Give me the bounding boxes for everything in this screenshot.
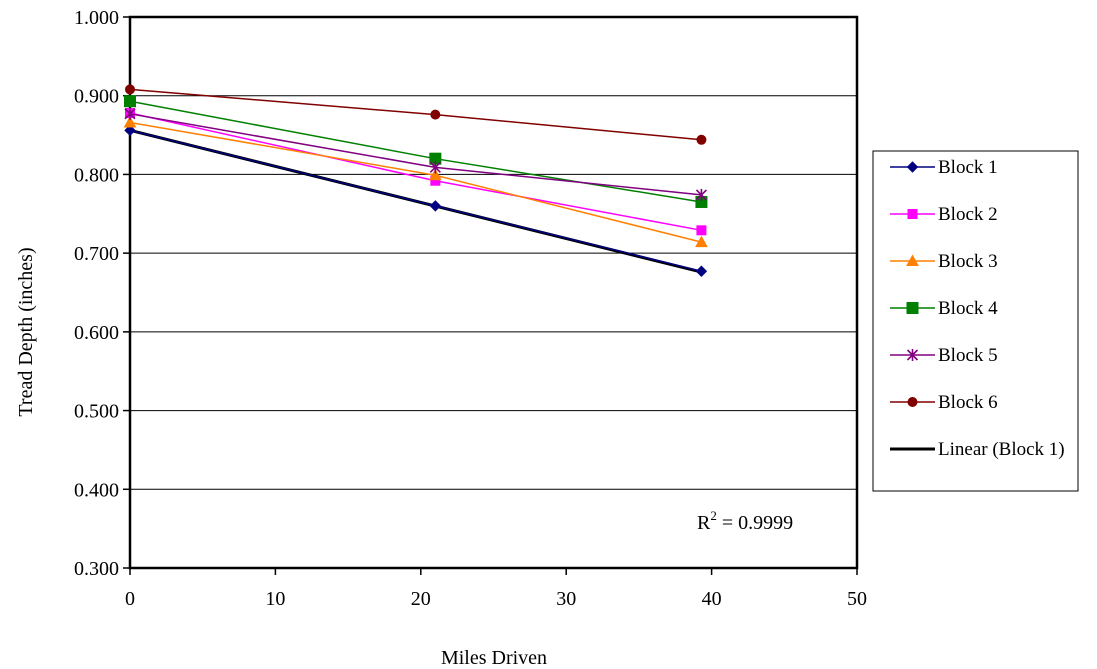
legend-item: Block 6 bbox=[890, 392, 998, 413]
y-tick-label: 1.000 bbox=[74, 7, 119, 29]
x-tick-label: 50 bbox=[847, 588, 867, 610]
y-tick-labels: 0.300 0.400 0.500 0.600 0.700 0.800 0.900 1.000 bbox=[74, 7, 119, 580]
legend-item: Block 2 bbox=[890, 204, 998, 225]
legend-item: Block 1 bbox=[890, 157, 998, 178]
data-point bbox=[124, 124, 136, 137]
y-tick-label: 0.300 bbox=[74, 558, 119, 580]
legend-label: Block 3 bbox=[938, 251, 998, 272]
r-squared-base: R bbox=[697, 512, 711, 534]
axis-ticks bbox=[123, 16, 858, 575]
legend-item: Block 5 bbox=[890, 345, 998, 366]
x-tick-label: 40 bbox=[702, 588, 722, 610]
data-point bbox=[907, 397, 918, 407]
legend-label: Block 4 bbox=[938, 298, 998, 319]
series-6 bbox=[125, 84, 707, 145]
data-point bbox=[906, 254, 919, 266]
r-squared-superscript: 2 bbox=[710, 508, 717, 523]
series-5 bbox=[124, 107, 707, 201]
legend-item: Linear (Block 1) bbox=[890, 439, 1065, 460]
data-point bbox=[429, 161, 441, 174]
x-tick-label: 10 bbox=[265, 588, 285, 610]
legend-label: Block 6 bbox=[938, 392, 998, 413]
r-squared-annotation: R2 = 0.9999 bbox=[697, 508, 793, 534]
y-axis-title: Tread Depth (inches) bbox=[15, 247, 37, 416]
series-group bbox=[123, 84, 708, 277]
y-tick-label: 0.900 bbox=[74, 86, 119, 108]
gridlines bbox=[130, 16, 857, 569]
data-point bbox=[124, 107, 136, 120]
data-point bbox=[696, 134, 707, 145]
data-point bbox=[695, 235, 708, 248]
data-point bbox=[123, 115, 137, 128]
series-line bbox=[129, 121, 702, 243]
data-point bbox=[429, 200, 442, 212]
data-point bbox=[695, 265, 708, 277]
legend-item: Block 3 bbox=[890, 251, 998, 272]
x-tick-label: 0 bbox=[125, 588, 135, 610]
x-tick-label: 30 bbox=[556, 588, 576, 610]
y-tick-label: 0.800 bbox=[74, 164, 119, 186]
series-1 bbox=[124, 124, 708, 277]
y-tick-label: 0.700 bbox=[74, 243, 119, 265]
legend-label: Block 5 bbox=[938, 345, 998, 366]
legend-label: Linear (Block 1) bbox=[938, 439, 1065, 460]
legend bbox=[872, 150, 1079, 492]
data-point bbox=[430, 109, 441, 120]
data-point bbox=[124, 95, 136, 108]
data-point bbox=[906, 161, 919, 173]
legend-label: Block 1 bbox=[938, 157, 998, 178]
series-3 bbox=[123, 115, 708, 248]
x-axis-title: Miles Driven bbox=[441, 647, 547, 669]
data-point bbox=[695, 188, 707, 201]
series-line bbox=[129, 129, 702, 272]
data-point bbox=[906, 349, 919, 361]
r-squared-value: = 0.9999 bbox=[717, 512, 793, 534]
y-tick-label: 0.600 bbox=[74, 322, 119, 344]
data-point bbox=[428, 168, 442, 181]
x-tick-label: 20 bbox=[411, 588, 431, 610]
data-point bbox=[907, 209, 918, 219]
y-tick-label: 0.500 bbox=[74, 401, 119, 423]
y-tick-label: 0.400 bbox=[74, 479, 119, 501]
plot-area-frame bbox=[128, 15, 859, 570]
data-point bbox=[125, 84, 135, 95]
x-tick-labels: 0 10 20 30 40 50 bbox=[125, 588, 867, 610]
legend-items: Block 1 Block 2 Block 3 Block 4 Block 5 Block… bbox=[890, 157, 1065, 460]
legend-item: Block 4 bbox=[890, 298, 998, 319]
data-point bbox=[696, 225, 707, 236]
data-point bbox=[906, 302, 919, 314]
legend-label: Block 2 bbox=[938, 204, 998, 225]
